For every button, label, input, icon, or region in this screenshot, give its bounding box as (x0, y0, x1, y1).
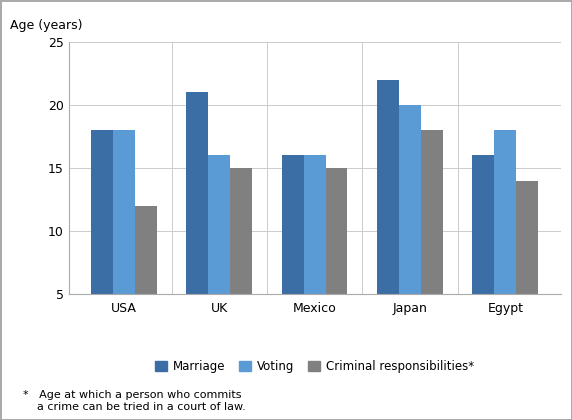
Bar (517, 181, 538, 294)
Bar (399, 105, 421, 294)
Bar (304, 155, 325, 294)
Bar (230, 168, 252, 294)
Text: *   Age at which a person who commits
    a crime can be tried in a court of law: * Age at which a person who commits a cr… (23, 390, 245, 412)
Bar (113, 130, 135, 294)
Text: Age (years): Age (years) (10, 19, 82, 32)
Bar (494, 130, 517, 294)
Bar (325, 168, 348, 294)
Bar (377, 80, 399, 294)
Bar (421, 130, 443, 294)
Bar (472, 155, 494, 294)
Legend: Marriage, Voting, Criminal responsibilities*: Marriage, Voting, Criminal responsibilit… (150, 355, 479, 378)
Bar (91, 130, 113, 294)
Bar (281, 155, 304, 294)
Bar (135, 206, 157, 294)
Bar (186, 92, 208, 294)
Bar (208, 155, 230, 294)
